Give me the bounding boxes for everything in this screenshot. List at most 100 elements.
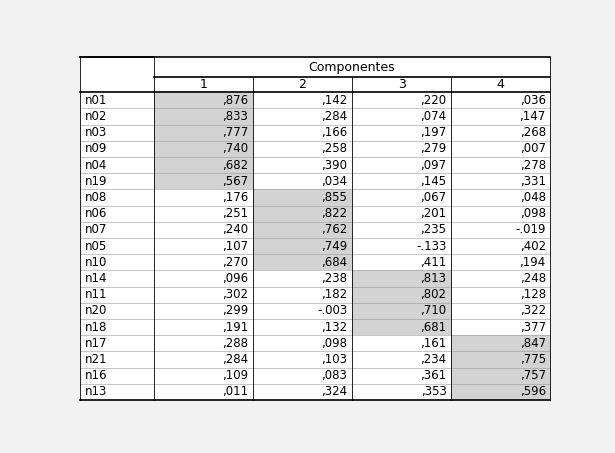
Text: ,802: ,802 [421, 288, 446, 301]
Text: ,235: ,235 [421, 223, 446, 236]
Bar [352, 189, 451, 206]
Text: ,132: ,132 [321, 321, 347, 334]
Text: ,248: ,248 [520, 272, 546, 285]
Bar [80, 173, 154, 189]
Text: ,331: ,331 [520, 175, 546, 188]
Text: n09: n09 [85, 142, 107, 155]
Text: ,681: ,681 [421, 321, 446, 334]
Text: ,251: ,251 [222, 207, 248, 220]
Bar [451, 319, 550, 335]
Text: ,142: ,142 [321, 94, 347, 107]
Bar [352, 173, 451, 189]
Text: n07: n07 [85, 223, 107, 236]
Text: n04: n04 [85, 159, 107, 172]
Text: ,353: ,353 [421, 386, 446, 399]
Bar [154, 287, 253, 303]
Text: ,161: ,161 [420, 337, 446, 350]
Text: ,855: ,855 [322, 191, 347, 204]
Bar [352, 352, 451, 368]
Text: ,097: ,097 [421, 159, 446, 172]
Text: ,166: ,166 [321, 126, 347, 139]
Bar [80, 206, 154, 222]
Text: ,182: ,182 [321, 288, 347, 301]
Bar [352, 335, 451, 352]
Bar [253, 206, 352, 222]
Text: -.003: -.003 [317, 304, 347, 318]
Bar [451, 157, 550, 173]
Bar [352, 222, 451, 238]
Bar [154, 368, 253, 384]
Bar [154, 335, 253, 352]
Text: ,876: ,876 [222, 94, 248, 107]
Text: ,197: ,197 [420, 126, 446, 139]
Text: ,098: ,098 [520, 207, 546, 220]
Bar [154, 254, 253, 270]
Bar [154, 157, 253, 173]
Bar [352, 303, 451, 319]
Text: ,299: ,299 [222, 304, 248, 318]
Text: ,322: ,322 [520, 304, 546, 318]
Text: ,109: ,109 [222, 369, 248, 382]
Bar [451, 368, 550, 384]
Bar [253, 254, 352, 270]
Bar [253, 108, 352, 125]
Text: ,847: ,847 [520, 337, 546, 350]
Bar [80, 125, 154, 141]
Bar [352, 157, 451, 173]
Text: ,147: ,147 [520, 110, 546, 123]
Bar [80, 352, 154, 368]
Bar [80, 77, 154, 92]
Text: ,128: ,128 [520, 288, 546, 301]
Text: ,036: ,036 [520, 94, 546, 107]
Bar [154, 303, 253, 319]
Bar [80, 108, 154, 125]
Text: ,107: ,107 [222, 240, 248, 253]
Text: ,567: ,567 [222, 175, 248, 188]
Text: ,684: ,684 [321, 256, 347, 269]
Bar [253, 352, 352, 368]
Bar [80, 319, 154, 335]
Text: ,098: ,098 [322, 337, 347, 350]
Text: ,740: ,740 [222, 142, 248, 155]
Text: ,074: ,074 [421, 110, 446, 123]
Bar [451, 238, 550, 254]
Bar [253, 189, 352, 206]
Text: 4: 4 [497, 78, 505, 91]
Bar [80, 238, 154, 254]
Bar [352, 254, 451, 270]
Bar [451, 173, 550, 189]
Text: n01: n01 [85, 94, 107, 107]
Bar [80, 368, 154, 384]
Bar [154, 58, 550, 77]
Text: n06: n06 [85, 207, 107, 220]
Text: n11: n11 [85, 288, 107, 301]
Text: ,194: ,194 [520, 256, 546, 269]
Text: ,096: ,096 [222, 272, 248, 285]
Bar [80, 141, 154, 157]
Text: n14: n14 [85, 272, 107, 285]
Bar [451, 189, 550, 206]
Text: ,302: ,302 [222, 288, 248, 301]
Bar [253, 384, 352, 400]
Bar [253, 157, 352, 173]
Bar [154, 222, 253, 238]
Text: ,777: ,777 [222, 126, 248, 139]
Bar [352, 77, 451, 92]
Bar [352, 384, 451, 400]
Bar [352, 238, 451, 254]
Text: n19: n19 [85, 175, 107, 188]
Text: 2: 2 [298, 78, 306, 91]
Bar [80, 287, 154, 303]
Bar [80, 222, 154, 238]
Bar [451, 92, 550, 108]
Bar [451, 108, 550, 125]
Bar [352, 125, 451, 141]
Bar [80, 58, 154, 77]
Bar [451, 303, 550, 319]
Bar [352, 368, 451, 384]
Text: ,270: ,270 [222, 256, 248, 269]
Bar [154, 206, 253, 222]
Bar [352, 319, 451, 335]
Text: ,220: ,220 [421, 94, 446, 107]
Text: ,402: ,402 [520, 240, 546, 253]
